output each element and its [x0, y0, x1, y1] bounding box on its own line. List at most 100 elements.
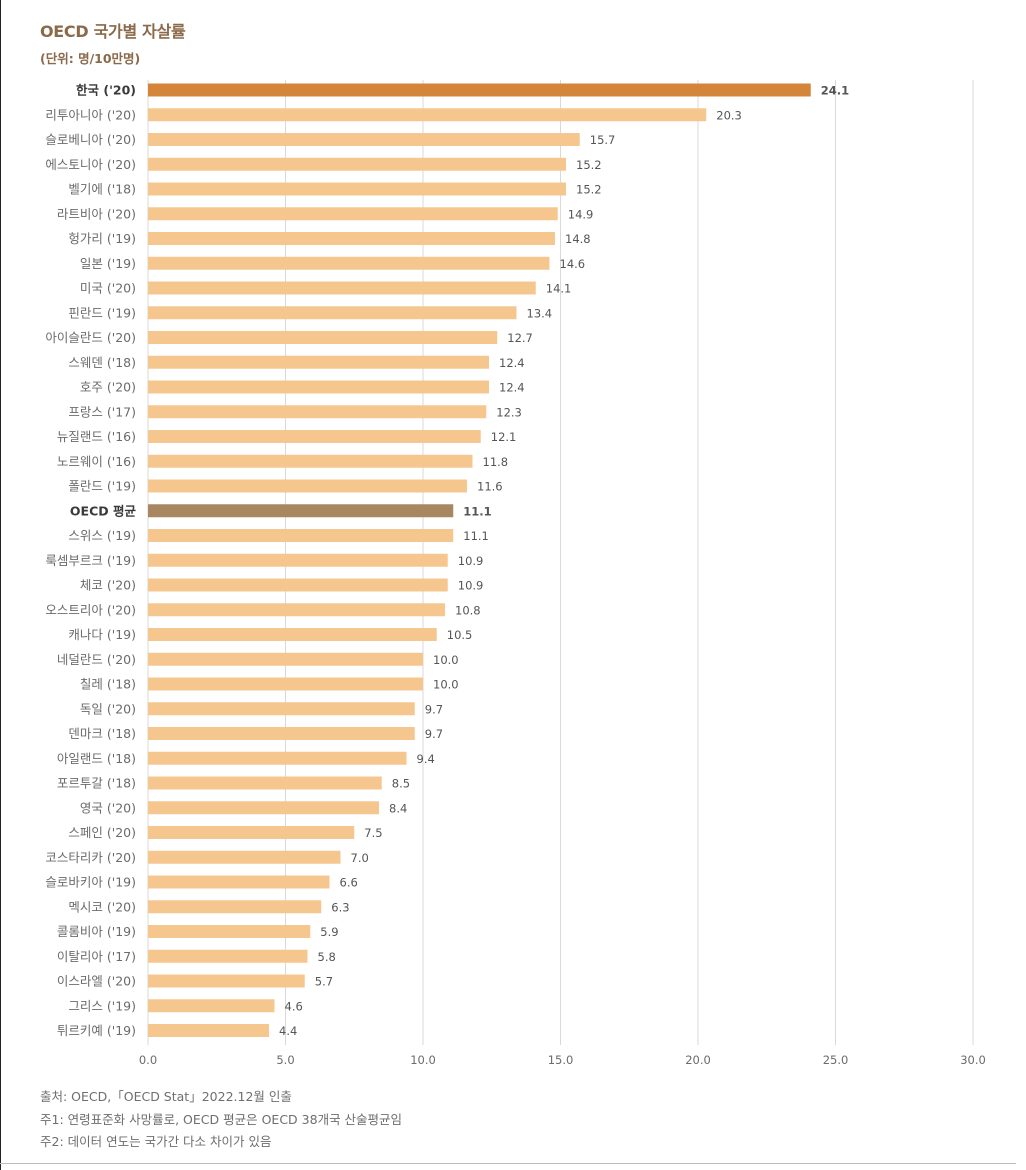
bar — [148, 133, 580, 146]
category-label: 콜롬비아 ('19) — [57, 924, 136, 939]
bar-row: 독일 ('20) 9.7 — [80, 701, 443, 716]
category-label: 멕시코 ('20) — [68, 899, 136, 914]
bar — [148, 405, 487, 419]
bar-chart: 0.0 5.0 10.0 15.0 20.0 25.0 30.0 한국 ('20) 24.1 리투… — [45, 80, 986, 1067]
value-label: 4.6 — [285, 999, 303, 1013]
category-label: 에스토니아 ('20) — [45, 157, 136, 172]
category-label: 폴란드 ('19) — [68, 479, 136, 494]
category-label: 리투아니아 ('20) — [45, 107, 136, 122]
category-label: 이스라엘 ('20) — [57, 974, 136, 989]
category-label: 미국 ('20) — [80, 281, 136, 296]
bar — [148, 702, 415, 716]
bar-row: 프랑스 ('17) 12.3 — [68, 404, 521, 419]
value-label: 15.2 — [576, 158, 602, 172]
bar-row: 아일랜드 ('18) 9.4 — [57, 751, 435, 766]
category-label: 칠레 ('18) — [80, 677, 136, 692]
value-label: 24.1 — [821, 84, 849, 98]
chart-footer: 출처: OECD,「OECD Stat」2022.12월 인출 주1: 연령표준… — [40, 1086, 402, 1154]
value-label: 10.8 — [455, 603, 481, 617]
chart-title: OECD 국가별 자살률 — [40, 22, 186, 41]
footnote-1: 주1: 연령표준화 사망률로, OECD 평균은 OECD 38개국 산술평균임 — [40, 1111, 403, 1127]
bar-row: 덴마크 ('18) 9.7 — [68, 726, 443, 741]
bar-row: 이스라엘 ('20) 5.7 — [57, 974, 333, 989]
bar-row: 오스트리아 ('20) 10.8 — [45, 602, 480, 617]
bar — [148, 157, 566, 171]
value-label: 10.0 — [433, 678, 459, 692]
category-label: 벨기에 ('18) — [68, 182, 136, 197]
bar — [148, 1024, 269, 1037]
value-label: 9.7 — [425, 727, 443, 741]
category-label: 호주 ('20) — [80, 380, 136, 395]
bar-row: 폴란드 ('19) 11.6 — [68, 479, 502, 494]
category-label: 포르투갈 ('18) — [57, 776, 136, 791]
value-label: 4.4 — [279, 1024, 297, 1038]
bar-row: 뉴질랜드 ('16) 12.1 — [57, 429, 516, 444]
bar — [148, 380, 489, 394]
category-label: 프랑스 ('17) — [68, 404, 136, 419]
value-label: 9.7 — [425, 702, 443, 716]
value-label: 9.4 — [417, 752, 435, 766]
category-label: 스웨덴 ('18) — [68, 355, 136, 370]
bar-row: 핀란드 ('19) 13.4 — [68, 305, 552, 320]
value-label: 5.9 — [320, 925, 338, 939]
value-label: 13.4 — [527, 306, 553, 320]
bar — [148, 875, 330, 889]
category-label: 이탈리아 ('17) — [57, 949, 136, 964]
bar-row: 일본 ('19) 14.6 — [80, 256, 585, 271]
value-label: 15.7 — [590, 133, 616, 147]
category-label: 체코 ('20) — [80, 578, 136, 593]
bar-row: 리투아니아 ('20) 20.3 — [45, 107, 741, 122]
value-label: 12.4 — [499, 356, 525, 370]
bar — [148, 900, 322, 914]
bar-row: 벨기에 ('18) 15.2 — [68, 182, 601, 197]
bar — [148, 677, 423, 691]
category-label: 슬로베니아 ('20) — [45, 132, 136, 147]
bar — [148, 999, 275, 1013]
bar — [148, 83, 811, 97]
bar — [148, 430, 481, 443]
bar — [148, 628, 437, 641]
bar-row: 스위스 ('19) 11.1 — [68, 528, 488, 543]
bar-row: 아이슬란드 ('20) 12.7 — [45, 330, 532, 345]
value-label: 8.4 — [389, 801, 407, 815]
bar-row: 포르투갈 ('18) 8.5 — [57, 776, 410, 791]
bar-row: 그리스 ('19) 4.6 — [68, 998, 302, 1013]
bar-row: 호주 ('20) 12.4 — [80, 380, 525, 395]
bar-row: 스페인 ('20) 7.5 — [68, 825, 382, 840]
bar-row: OECD 평균 11.1 — [70, 503, 492, 518]
value-label: 5.8 — [318, 950, 336, 964]
bar — [148, 281, 536, 295]
bar — [148, 553, 448, 567]
x-tick-label: 5.0 — [276, 1053, 294, 1067]
bar — [148, 504, 454, 518]
bar-row: 코스타리카 ('20) 7.0 — [45, 850, 368, 865]
bar-row: 칠레 ('18) 10.0 — [80, 677, 459, 692]
bar — [148, 108, 707, 122]
value-label: 11.1 — [463, 529, 489, 543]
bar — [148, 850, 341, 864]
category-label: 독일 ('20) — [80, 701, 136, 716]
bar — [148, 578, 448, 592]
value-label: 7.5 — [364, 826, 382, 840]
category-label: 룩셈부르크 ('19) — [45, 553, 136, 568]
category-label: 네덜란드 ('20) — [57, 652, 136, 667]
category-label: 코스타리카 ('20) — [45, 850, 136, 865]
bar — [148, 776, 382, 790]
bar-row: 슬로바키아 ('19) 6.6 — [45, 875, 357, 890]
chart-unit-label: (단위: 명/10만명) — [40, 51, 141, 66]
value-label: 20.3 — [716, 108, 742, 122]
category-label: 스위스 ('19) — [68, 528, 136, 543]
x-tick-label: 10.0 — [410, 1053, 436, 1067]
value-label: 11.8 — [483, 455, 509, 469]
bar-row: 노르웨이 ('16) 11.8 — [57, 454, 508, 469]
bar — [148, 306, 517, 320]
value-label: 6.3 — [331, 900, 349, 914]
bar — [148, 182, 566, 196]
bar-row: 체코 ('20) 10.9 — [80, 578, 483, 593]
bar-row: 라트비아 ('20) 14.9 — [57, 206, 593, 221]
value-label: 5.7 — [315, 975, 333, 989]
category-label: 스페인 ('20) — [68, 825, 136, 840]
bar-row: 에스토니아 ('20) 15.2 — [45, 157, 601, 172]
bar-row: 한국 ('20) 24.1 — [76, 83, 849, 98]
